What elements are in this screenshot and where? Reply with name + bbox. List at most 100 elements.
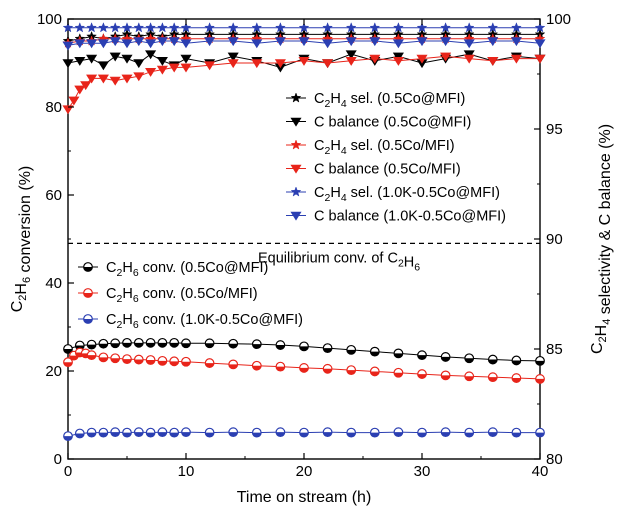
data-point: [145, 68, 157, 77]
data-point: [181, 338, 191, 349]
data-point: [98, 427, 109, 438]
data-point: [97, 39, 109, 49]
y-left-tick-label: 80: [45, 99, 62, 116]
series-layer: [62, 22, 546, 442]
data-point: [346, 427, 357, 438]
data-point: [369, 37, 381, 47]
data-point: [298, 57, 310, 66]
legend-marker: [290, 117, 302, 127]
data-point: [227, 22, 239, 33]
legend-item: C balance (0.5Co@MFI): [286, 115, 471, 131]
data-point: [251, 360, 262, 371]
data-point: [74, 39, 86, 49]
data-point: [227, 59, 239, 69]
data-point: [169, 337, 180, 348]
data-point: [299, 363, 309, 373]
data-point: [463, 39, 475, 49]
data-point: [251, 22, 263, 33]
legend-item: C2H6 conv. (1.0K-0.5Co@MFI): [78, 312, 303, 331]
data-point: [511, 427, 522, 438]
data-point: [392, 52, 404, 62]
data-point: [121, 54, 133, 64]
data-point: [156, 37, 168, 47]
data-point: [298, 37, 310, 47]
data-point: [109, 76, 121, 86]
x-tick-label: 20: [296, 463, 313, 480]
y-right-tick-label: 85: [546, 341, 563, 358]
series-line: [67, 55, 540, 110]
data-point: [204, 338, 215, 349]
legend-item: C2H4 sel. (0.5Co/MFI): [286, 138, 455, 157]
data-point: [487, 354, 498, 365]
data-point: [510, 54, 522, 64]
data-point: [133, 72, 145, 82]
data-point: [181, 356, 191, 367]
data-point: [180, 39, 192, 49]
data-point: [156, 22, 168, 33]
legend-label: C balance (0.5Co@MFI): [314, 115, 471, 131]
y-left-tick-label: 100: [37, 11, 62, 28]
y-left-tick-label: 0: [54, 451, 62, 468]
data-point: [157, 427, 168, 438]
data-point: [463, 54, 475, 64]
data-point: [440, 22, 452, 33]
data-point: [157, 337, 168, 348]
data-point: [322, 22, 334, 33]
data-point: [274, 37, 286, 47]
data-point: [416, 22, 428, 33]
data-point: [86, 339, 97, 350]
data-point: [86, 22, 98, 33]
equilibrium-label: Equilibrium conv. of C2H6: [258, 250, 420, 273]
data-point: [275, 340, 286, 350]
data-point: [274, 59, 286, 69]
data-point: [97, 74, 109, 84]
data-point: [346, 365, 357, 376]
legend-marker: [290, 139, 302, 150]
data-point: [393, 367, 404, 378]
data-point: [63, 431, 73, 442]
data-point: [322, 363, 333, 374]
data-point: [369, 54, 381, 64]
data-point: [133, 22, 145, 33]
data-point: [181, 427, 191, 438]
data-point: [322, 343, 333, 354]
legend-marker: [83, 288, 93, 298]
data-point: [345, 57, 357, 66]
x-tick-label: 0: [64, 463, 72, 480]
data-point: [534, 22, 546, 33]
data-point: [62, 41, 74, 51]
data-point: [322, 59, 334, 69]
data-point: [63, 344, 73, 354]
data-point: [133, 354, 144, 365]
data-point: [110, 353, 121, 364]
data-point: [534, 54, 546, 64]
data-point: [463, 50, 475, 60]
data-point: [251, 39, 263, 49]
data-point: [275, 427, 286, 438]
data-point: [204, 22, 216, 33]
data-point: [145, 39, 157, 49]
data-point: [369, 22, 381, 33]
data-point: [299, 341, 309, 352]
x-tick-label: 40: [532, 463, 549, 480]
data-point: [121, 39, 133, 49]
data-point: [98, 338, 109, 349]
data-point: [180, 22, 192, 33]
data-point: [535, 374, 545, 384]
data-point: [487, 37, 499, 47]
data-point: [416, 54, 428, 64]
data-point: [133, 37, 145, 47]
legend-marker: [83, 314, 93, 324]
data-point: [80, 81, 92, 91]
legend-label: C2H4 sel. (0.5Co@MFI): [314, 91, 465, 110]
x-tick-label: 30: [414, 463, 431, 480]
data-point: [227, 37, 239, 47]
data-point: [393, 348, 404, 359]
data-point: [74, 22, 86, 33]
axes-layer: 0 10 20 30 40 0 20 40 60 80 100 80 85 90 95 100: [37, 11, 571, 480]
data-point: [464, 371, 475, 382]
data-point: [275, 361, 286, 372]
series-6: [63, 337, 545, 366]
y-right-tick-label: 100: [546, 11, 571, 28]
legend-marker: [290, 164, 302, 174]
